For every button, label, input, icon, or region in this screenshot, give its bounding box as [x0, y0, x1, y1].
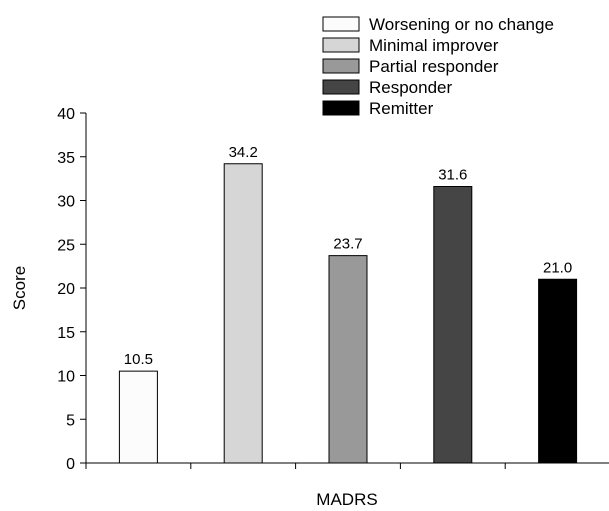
legend-label: Partial responder: [369, 57, 499, 76]
bar-value-label: 23.7: [333, 236, 362, 253]
legend-swatch: [322, 16, 360, 32]
y-tick-label: 40: [57, 106, 75, 123]
bar-value-label: 21.0: [543, 259, 572, 276]
x-axis-title: MADRS: [316, 490, 377, 509]
y-tick-label: 35: [57, 150, 75, 167]
y-tick-label: 0: [66, 456, 75, 473]
legend-swatch: [322, 100, 360, 116]
bar: [118, 370, 158, 464]
y-axis: 0 5 10 15 20 25 30 35 40: [57, 106, 87, 473]
y-tick-label: 20: [57, 281, 75, 298]
y-tick-label: 10: [57, 369, 75, 386]
legend-label: Responder: [369, 78, 453, 97]
y-tick-label: 30: [57, 194, 75, 211]
legend: Worsening or no change Minimal improver Pa…: [322, 15, 554, 118]
bar: [538, 278, 578, 464]
bar-value-label: 34.2: [229, 144, 258, 161]
bar-value-label: 31.6: [438, 167, 467, 184]
bar-value-label: 10.5: [124, 351, 153, 368]
bars: 10.5 34.2 23.7 31.6 21.0: [118, 144, 578, 464]
bar: [433, 186, 473, 464]
bar: [328, 255, 368, 464]
y-tick-label: 5: [66, 412, 75, 429]
legend-label: Remitter: [369, 99, 434, 118]
bar: [223, 163, 263, 464]
y-tick-label: 25: [57, 237, 75, 254]
y-axis-title: Score: [10, 266, 29, 310]
legend-label: Minimal improver: [369, 36, 499, 55]
legend-swatch: [322, 79, 360, 95]
x-axis: [85, 462, 609, 469]
y-tick-label: 15: [57, 325, 75, 342]
legend-label: Worsening or no change: [369, 15, 554, 34]
legend-swatch: [322, 58, 360, 74]
legend-swatch: [322, 37, 360, 53]
